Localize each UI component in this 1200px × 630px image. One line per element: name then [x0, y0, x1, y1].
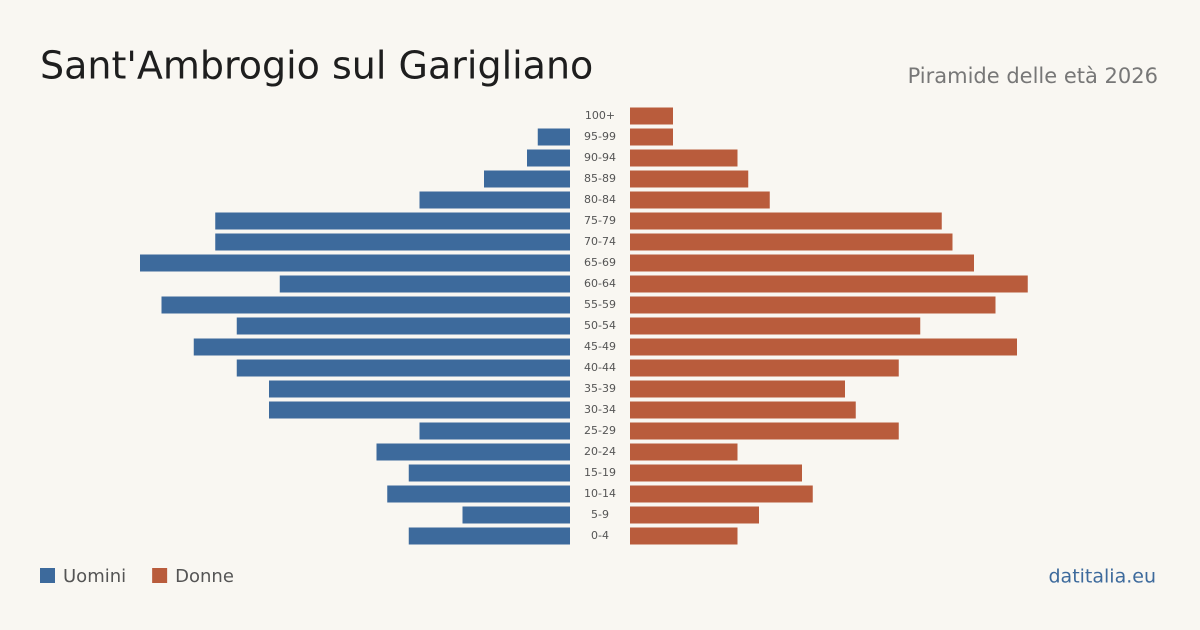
bar [419, 191, 570, 209]
bar [630, 401, 856, 419]
bar [630, 485, 813, 503]
legend-label: Donne [175, 566, 234, 587]
age-label: 80-84 [584, 193, 616, 206]
age-label: 60-64 [584, 277, 616, 290]
bar [215, 233, 570, 251]
bar [419, 422, 570, 440]
chart-subtitle: Piramide delle età 2026 [908, 64, 1158, 88]
bar [630, 464, 802, 482]
bar [630, 107, 673, 125]
bar [630, 317, 921, 335]
bar [630, 128, 673, 146]
age-label: 15-19 [584, 466, 616, 479]
age-label: 10-14 [584, 487, 616, 500]
bar [236, 317, 570, 335]
bar [630, 296, 996, 314]
age-label: 90-94 [584, 151, 616, 164]
bar [630, 254, 974, 272]
bar [630, 275, 1028, 293]
age-label: 30-34 [584, 403, 616, 416]
bar [387, 485, 570, 503]
bar [537, 128, 570, 146]
bar [408, 527, 570, 545]
age-label: 55-59 [584, 298, 616, 311]
age-label: 65-69 [584, 256, 616, 269]
bar [269, 401, 570, 419]
chart-title: Sant'Ambrogio sul Garigliano [40, 44, 593, 88]
bar [462, 506, 570, 524]
source: datitalia.eu [1049, 566, 1157, 588]
age-label: 70-74 [584, 235, 616, 248]
bar [484, 170, 570, 188]
bar [630, 422, 899, 440]
bar [630, 380, 845, 398]
bar [630, 338, 1017, 356]
legend-swatch [40, 568, 55, 583]
age-label: 25-29 [584, 424, 616, 437]
bar [527, 149, 570, 167]
legend-swatch [152, 568, 168, 583]
age-label: 0-4 [591, 529, 609, 542]
age-label: 35-39 [584, 382, 616, 395]
bar [215, 212, 570, 230]
bar [630, 212, 942, 230]
bar [161, 296, 570, 314]
age-label: 85-89 [584, 172, 616, 185]
age-label: 50-54 [584, 319, 616, 332]
bar [140, 254, 570, 272]
bar [630, 233, 953, 251]
bar [269, 380, 570, 398]
age-label: 95-99 [584, 130, 616, 143]
bar [630, 506, 759, 524]
bar [630, 359, 899, 377]
bar [376, 443, 570, 461]
age-label: 100+ [585, 109, 615, 122]
bar [408, 464, 570, 482]
age-label: 5-9 [591, 508, 609, 521]
bar [630, 170, 749, 188]
bar [630, 191, 770, 209]
age-label: 20-24 [584, 445, 616, 458]
bar [630, 149, 738, 167]
age-label: 40-44 [584, 361, 616, 374]
bar [193, 338, 570, 356]
bar [630, 527, 738, 545]
bar [236, 359, 570, 377]
age-label: 75-79 [584, 214, 616, 227]
legend-label: Uomini [63, 566, 126, 587]
age-label: 45-49 [584, 340, 616, 353]
bar [279, 275, 570, 293]
bar [630, 443, 738, 461]
